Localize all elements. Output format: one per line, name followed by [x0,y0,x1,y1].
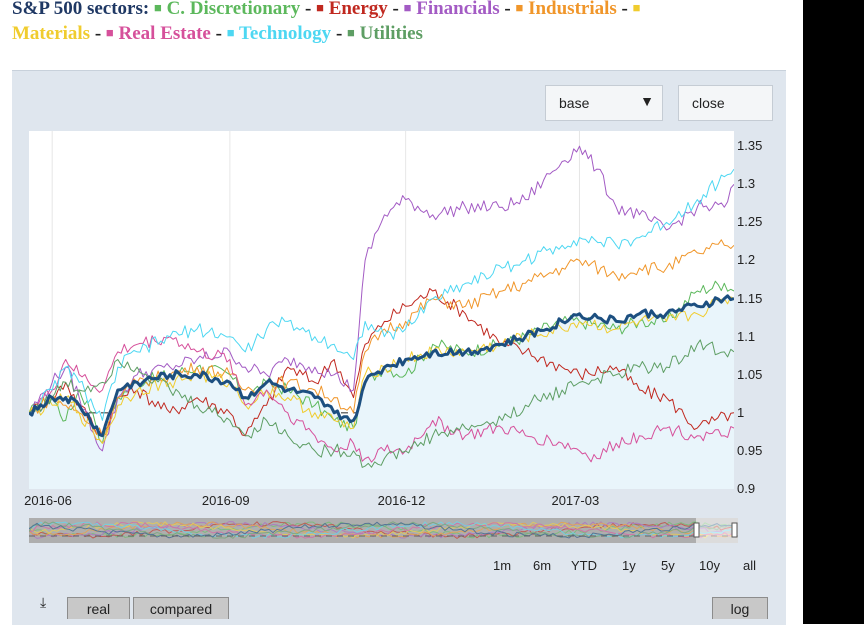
download-icon[interactable]: ⤓ [40,594,47,610]
x-tick-label: 2017-03 [551,493,600,508]
navigator-window[interactable] [696,518,738,543]
legend-separator: - [94,23,106,44]
series-line-materials [28,296,735,444]
plot-area [28,131,735,489]
legend-separator: - [305,0,317,19]
series-line-industrials [28,239,735,437]
legend-marker-5: ■ [105,25,114,40]
legend-line-2: Materials - ■ Real Estate - ■ Technology… [12,23,423,45]
legend-item-materials[interactable]: Materials [12,23,91,44]
benchmark-area [29,295,734,489]
legend-item-financials[interactable]: Financials [416,0,500,19]
legend-separator: - [621,0,633,19]
navigator-handle-right[interactable] [731,522,738,538]
window-edge [803,0,864,624]
y-tick-label: 1 [737,404,745,420]
legend-separator: - [215,23,227,44]
navigator-handle-left[interactable] [693,522,700,538]
legend-item-energy[interactable]: Energy [328,0,388,19]
legend-marker-6: ■ [226,25,235,40]
y-tick-label: 1.25 [737,214,763,230]
y-tick-label: 0.95 [737,442,763,458]
navigator-series [29,521,738,539]
x-tick-label: 2016-12 [377,493,426,508]
navigator-preview [29,518,738,543]
series-line-utilities [28,339,735,468]
mode-select-value: base [559,95,590,111]
y-tick-label: 0.9 [737,481,756,496]
y-tick-label: 1.3 [737,176,756,192]
price-type-label: close [692,95,725,111]
legend-item-utilities[interactable]: Utilities [359,23,423,44]
navigator-mask [29,518,696,543]
legend-item-industrials[interactable]: Industrials [528,0,617,19]
legend-marker-4: ■ [632,0,641,15]
navigator-series [29,521,738,539]
y-tick-label: 1.15 [737,290,763,306]
legend-prefix: S&P 500 sectors: [12,0,150,19]
legend-marker-3: ■ [515,0,524,15]
series-line-financials [28,145,735,452]
legend-item-real-estate[interactable]: Real Estate [118,23,211,44]
real-button[interactable]: real [67,597,130,619]
price-type-button[interactable]: close [678,85,773,121]
legend-item-c-discretionary[interactable]: C. Discretionary [166,0,301,19]
range-button-6m[interactable]: 6m [533,558,552,573]
range-button-10y[interactable]: 10y [699,558,720,573]
mode-select[interactable]: base ▼ [545,85,663,121]
range-button-all[interactable]: all [743,558,757,573]
range-navigator[interactable] [29,518,738,543]
y-tick-label: 1.35 [737,138,763,154]
y-tick-label: 1.2 [737,252,756,268]
compared-button[interactable]: compared [133,597,229,619]
legend-line-1: S&P 500 sectors: ■ C. Discretionary - ■ … [12,0,640,20]
legend-marker-7: ■ [347,25,355,40]
line-chart [28,131,735,489]
series-line-real-estate [28,335,735,463]
range-button-1m[interactable]: 1m [493,558,512,573]
x-tick-label: 2016-06 [24,493,72,508]
navigator-series [29,521,738,539]
range-button-1y[interactable]: 1y [622,558,636,573]
series-line-benchmark [28,294,735,438]
log-scale-button[interactable]: log [712,597,768,619]
series-line-technology [28,168,735,421]
legend-marker-0: ■ [153,0,162,15]
legend-marker-1: ■ [316,0,324,15]
y-tick-label: 1.1 [737,328,756,344]
range-button-5y[interactable]: 5y [661,558,675,573]
legend-separator: - [335,23,348,44]
legend-marker-2: ■ [403,0,412,15]
legend-separator: - [392,0,404,19]
legend-item-technology[interactable]: Technology [238,23,332,44]
y-tick-label: 1.05 [737,366,763,382]
x-tick-label: 2016-09 [201,493,250,508]
chevron-down-icon: ▼ [640,93,654,109]
range-button-ytd[interactable]: YTD [571,558,597,573]
legend-separator: - [504,0,516,19]
